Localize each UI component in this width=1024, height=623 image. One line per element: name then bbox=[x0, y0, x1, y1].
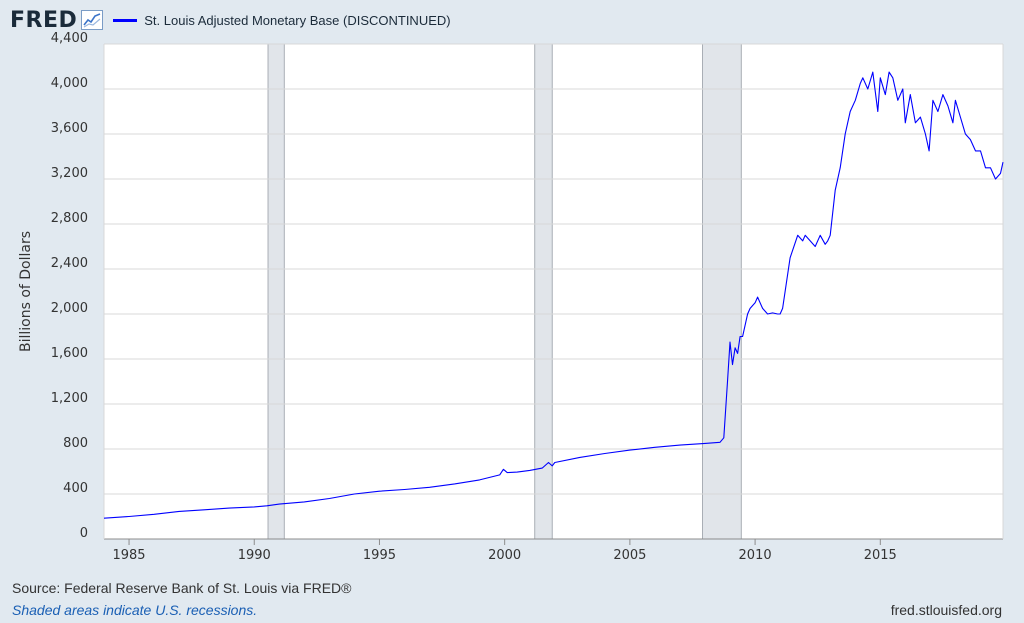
y-tick-label: 4,400 bbox=[51, 31, 88, 46]
y-tick-label: 4,000 bbox=[51, 76, 88, 91]
plot-area bbox=[104, 44, 1003, 539]
x-tick-label: 2005 bbox=[613, 548, 646, 563]
series-line-1 bbox=[103, 71, 1004, 519]
chart-legend: St. Louis Adjusted Monetary Base (DISCON… bbox=[113, 12, 451, 28]
x-axis-ticks: 1985 1990 1995 2000 2005 2010 2015 bbox=[112, 539, 897, 563]
y-tick-label: 1,600 bbox=[51, 346, 88, 361]
y-tick-label: 2,000 bbox=[51, 301, 88, 316]
x-tick-label: 1995 bbox=[363, 548, 396, 563]
fred-logo[interactable]: FRED bbox=[10, 7, 78, 33]
recession-note: Shaded areas indicate U.S. recessions. bbox=[12, 602, 258, 618]
recession-band-1 bbox=[267, 43, 285, 540]
site-link[interactable]: fred.stlouisfed.org bbox=[890, 602, 1002, 618]
y-tick-label: 2,800 bbox=[51, 211, 88, 226]
x-tick-label: 1985 bbox=[112, 548, 145, 563]
y-tick-label: 1,200 bbox=[51, 391, 88, 406]
y-tick-label: 0 bbox=[80, 526, 88, 541]
y-tick-label: 400 bbox=[63, 481, 88, 496]
y-tick-label: 800 bbox=[63, 436, 88, 451]
y-axis-title: Billions of Dollars bbox=[18, 231, 34, 352]
chart-header: FRED St. Louis Adjusted Monetary Base (D… bbox=[10, 6, 451, 34]
x-tick-label: 2000 bbox=[488, 548, 521, 563]
legend-series-label[interactable]: St. Louis Adjusted Monetary Base (DISCON… bbox=[144, 12, 451, 28]
legend-swatch bbox=[113, 18, 138, 22]
y-tick-label: 2,400 bbox=[51, 256, 88, 271]
series-layer bbox=[103, 71, 1004, 519]
recession-bands bbox=[267, 43, 742, 540]
y-axis-ticks: 0 400 800 1,200 1,600 2,000 2,400 2,800 3,200 3,6… bbox=[51, 31, 88, 541]
x-tick-label: 2010 bbox=[739, 548, 772, 563]
x-tick-label: 1990 bbox=[238, 548, 271, 563]
source-note: Source: Federal Reserve Bank of St. Loui… bbox=[12, 580, 352, 596]
recession-band-2 bbox=[534, 43, 553, 540]
chart-line-icon bbox=[81, 10, 104, 30]
y-tick-label: 3,200 bbox=[51, 166, 88, 181]
recession-band-3 bbox=[701, 43, 742, 540]
y-tick-label: 3,600 bbox=[51, 121, 88, 136]
x-tick-label: 2015 bbox=[864, 548, 897, 563]
